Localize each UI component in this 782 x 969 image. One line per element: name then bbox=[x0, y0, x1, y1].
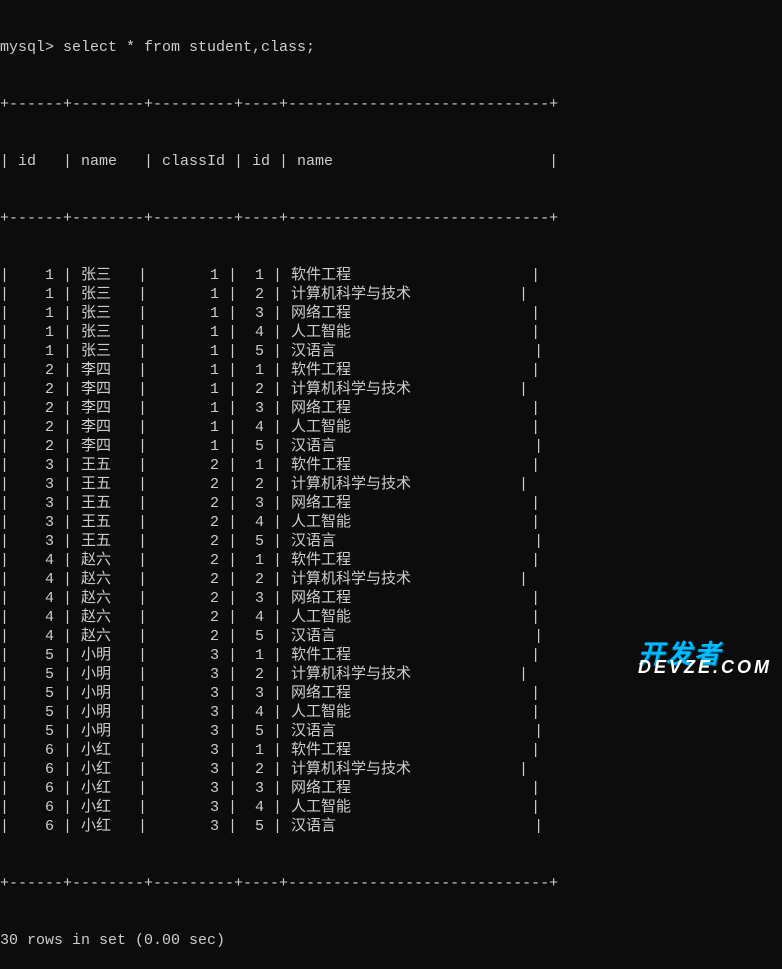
query-line: mysql> select * from student,class; bbox=[0, 38, 782, 57]
watermark: 开发者 DEVZE.COM bbox=[638, 645, 772, 677]
table-border-bottom: +------+--------+---------+----+--------… bbox=[0, 874, 782, 893]
table-border-top: +------+--------+---------+----+--------… bbox=[0, 95, 782, 114]
table-header-row: | id | name | classId | id | name | bbox=[0, 152, 782, 171]
mysql-prompt: mysql> bbox=[0, 39, 63, 56]
table-border-mid: +------+--------+---------+----+--------… bbox=[0, 209, 782, 228]
table-body: | 1 | 张三 | 1 | 1 | 软件工程 | | 1 | 张三 | 1 |… bbox=[0, 266, 782, 836]
watermark-en: DEVZE.COM bbox=[638, 658, 772, 677]
result-footer: 30 rows in set (0.00 sec) bbox=[0, 931, 782, 950]
terminal-output: mysql> select * from student,class; +---… bbox=[0, 0, 782, 969]
sql-query: select * from student,class; bbox=[63, 39, 315, 56]
